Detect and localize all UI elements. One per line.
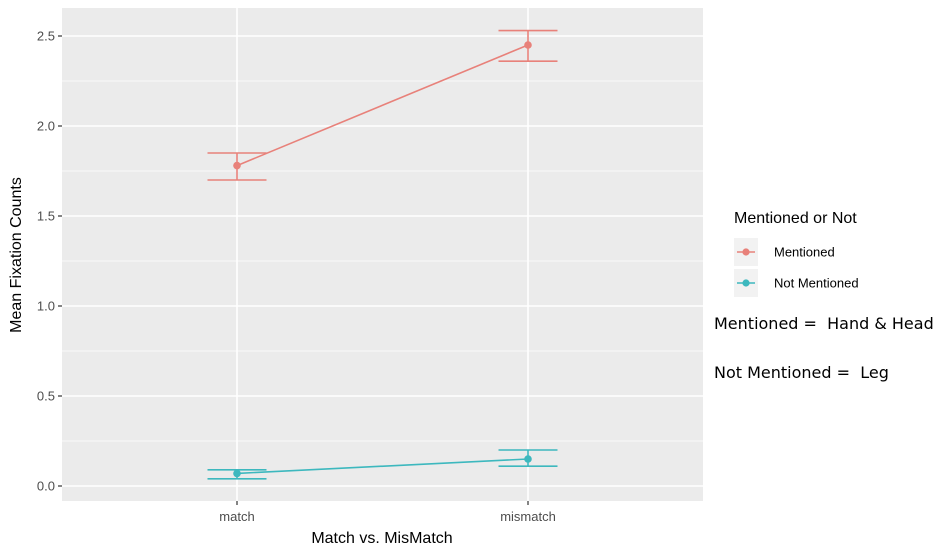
legend-title: Mentioned or Not xyxy=(734,210,857,227)
series-mentioned xyxy=(207,29,558,181)
x-tick-label: mismatch xyxy=(500,509,556,524)
annotation-mentioned: Mentioned = Hand & Head xyxy=(714,314,934,333)
y-tick-label: 1.5 xyxy=(37,209,55,224)
major-gridlines xyxy=(62,8,703,501)
y-tick-label: 2.5 xyxy=(37,29,55,44)
data-point xyxy=(233,161,241,170)
x-axis: match mismatch xyxy=(219,501,556,524)
series-not-mentioned xyxy=(207,449,558,480)
data-point xyxy=(524,41,532,49)
legend-label: Mentioned xyxy=(774,245,835,260)
legend-key-point xyxy=(742,279,750,287)
y-tick-label: 1.0 xyxy=(37,299,55,314)
y-axis: 0.0 0.5 1.0 1.5 2.0 2.5 xyxy=(37,29,62,494)
x-tick-label: match xyxy=(219,509,254,524)
y-tick-label: 0.0 xyxy=(37,479,55,494)
series-line xyxy=(236,44,529,167)
minor-gridlines xyxy=(62,80,703,442)
data-point xyxy=(524,455,532,463)
y-tick-label: 0.5 xyxy=(37,389,55,404)
annotation-not-mentioned: Not Mentioned = Leg xyxy=(714,363,889,382)
legend-key-point xyxy=(742,248,750,256)
plot-panel xyxy=(62,8,703,501)
data-point xyxy=(233,469,241,478)
series-layer xyxy=(207,29,558,480)
legend: Mentioned or Not Mentioned Not Mentioned xyxy=(734,210,859,297)
y-tick-label: 2.0 xyxy=(37,119,55,134)
x-axis-title: Match vs. MisMatch xyxy=(311,530,452,547)
y-axis-title: Mean Fixation Counts xyxy=(8,177,25,333)
series-line xyxy=(236,458,529,475)
legend-label: Not Mentioned xyxy=(774,276,859,291)
